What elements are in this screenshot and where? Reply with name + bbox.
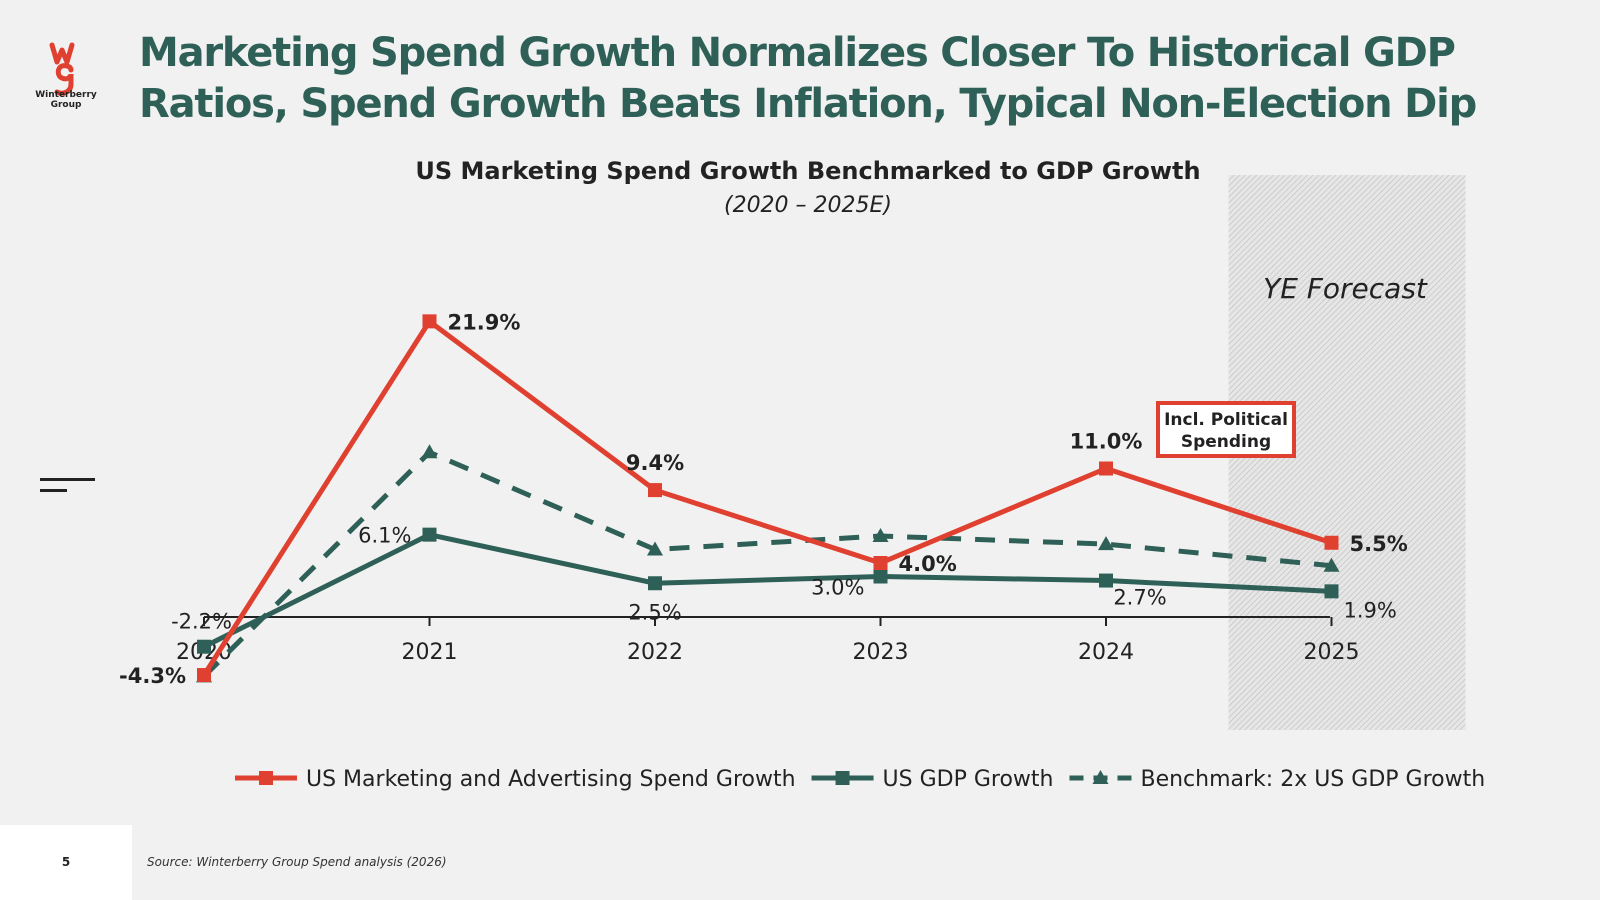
- side-mark-short: [40, 489, 67, 492]
- data-label-gdp-2023: 3.0%: [811, 576, 864, 600]
- series-line-1: [202, 532, 1332, 649]
- chart-subtitle: (2020 – 2025E): [724, 193, 892, 218]
- series-markers: [196, 314, 1340, 683]
- data-label-gdp-2025: 1.9%: [1344, 598, 1397, 622]
- data-label-gdp-2022: 2.5%: [628, 600, 681, 624]
- legend-marker-1: [835, 771, 850, 785]
- legend-marker-2: [1092, 770, 1109, 784]
- data-label-marketing-2024: 11.0%: [1070, 430, 1143, 454]
- point-series0-2022: [648, 483, 662, 498]
- x-tick-label-2021: 2021: [402, 640, 458, 665]
- point-series1-2020: [197, 639, 211, 654]
- series-lines: [201, 318, 1333, 679]
- source-note: Source: Winterberry Group Spend analysis…: [147, 855, 447, 869]
- point-series1-2022: [648, 576, 662, 591]
- x-axis-ticks: 202020212022202320242025: [176, 617, 1360, 665]
- point-series1-2023: [873, 569, 888, 584]
- data-label-marketing-2021: 21.9%: [448, 310, 521, 334]
- point-series2-2023: [872, 528, 889, 542]
- data-label-marketing-2023: 4.0%: [899, 552, 957, 576]
- logo-line2: Group: [50, 100, 82, 110]
- x-tick-label-2023: 2023: [853, 640, 909, 665]
- point-series1-2024: [1099, 573, 1113, 588]
- point-series0-2025: [1324, 535, 1339, 550]
- x-tick-label-2025: 2025: [1304, 640, 1360, 665]
- page-headline: Marketing Spend Growth Normalizes Closer…: [139, 30, 1477, 127]
- point-series1-2025: [1324, 584, 1339, 599]
- point-series2-2021: [421, 444, 438, 459]
- chart-legend: US Marketing and Advertising Spend Growt…: [235, 767, 1485, 792]
- legend-marker-0: [259, 771, 273, 785]
- logo-line1: Winterberry: [35, 90, 97, 100]
- side-mark-long: [40, 478, 95, 481]
- political-spending-callout: Incl. Political Spending: [1156, 401, 1296, 458]
- data-labels: -4.3% 21.9% 9.4% 4.0% 11.0% 5.5% -2.2% 6.1% 2.5%…: [119, 310, 1408, 688]
- page-number: 5: [61, 855, 71, 869]
- data-label-marketing-2022: 9.4%: [626, 451, 684, 475]
- callout-line1: Incl. Political: [1164, 410, 1288, 430]
- legend-label-1: US GDP Growth: [883, 767, 1054, 792]
- data-label-gdp-2024: 2.7%: [1113, 586, 1166, 610]
- legend-label-0: US Marketing and Advertising Spend Growt…: [306, 767, 796, 792]
- data-label-marketing-2025: 5.5%: [1350, 532, 1408, 556]
- point-series2-2022: [647, 541, 663, 556]
- point-series1-2021: [422, 527, 437, 542]
- x-tick-label-2022: 2022: [627, 640, 683, 665]
- data-label-gdp-2021: 6.1%: [358, 524, 411, 548]
- point-series0-2020: [197, 668, 211, 683]
- callout-line2: Spending: [1181, 432, 1271, 452]
- point-series0-2021: [422, 314, 437, 329]
- wg-monogram-icon: [49, 42, 75, 96]
- series-line-0: [201, 318, 1333, 677]
- x-tick-label-2024: 2024: [1078, 640, 1134, 665]
- logo-text: Winterberry Group: [26, 90, 106, 110]
- data-label-gdp-2020: -2.2%: [171, 610, 232, 634]
- chart-title: US Marketing Spend Growth Benchmarked to…: [415, 157, 1200, 185]
- point-series2-2024: [1098, 536, 1114, 551]
- point-series2-2025: [1323, 557, 1340, 572]
- legend-label-2: Benchmark: 2x US GDP Growth: [1140, 767, 1485, 792]
- data-label-marketing-2020: -4.3%: [119, 664, 186, 688]
- footer-page-box: [0, 825, 132, 900]
- point-series0-2024: [1099, 461, 1113, 476]
- forecast-label: YE Forecast: [1263, 272, 1428, 305]
- point-series0-2023: [873, 556, 888, 570]
